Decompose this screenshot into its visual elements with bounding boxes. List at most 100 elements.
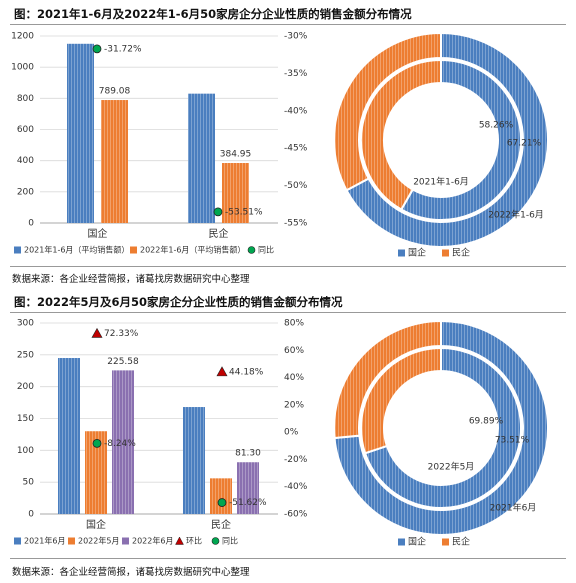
ring-value-label: 69.89% <box>469 417 504 427</box>
ring-name-label: 2021年6月 <box>490 502 537 514</box>
title-rule-1 <box>10 24 566 25</box>
legend-swatch <box>14 246 21 254</box>
y2-tick-label: -40% <box>284 482 308 492</box>
y-tick-label: 200 <box>17 187 34 197</box>
marker-data-label: -51.62% <box>229 498 267 508</box>
legend-label: 2021年6月 <box>24 536 65 546</box>
title-rule-2 <box>10 312 566 313</box>
ring-value-label: 73.51% <box>495 436 530 446</box>
bar-1-2 <box>188 93 215 224</box>
bar-1-1 <box>67 43 94 223</box>
ring-value-label: 58.26% <box>479 121 514 131</box>
x-category-label: 民企 <box>209 227 229 240</box>
marker-data-label: -53.51% <box>225 207 263 217</box>
y2-tick-label: -30% <box>284 32 308 42</box>
y2-tick-label: -40% <box>284 106 308 116</box>
donut-slice-2-2 <box>333 319 442 440</box>
y2-tick-label: 40% <box>284 373 304 383</box>
y-tick-label: 400 <box>17 156 34 166</box>
donut-slice-1-1 <box>399 58 522 221</box>
source-rule-1 <box>10 266 566 267</box>
donut-slice-1-2 <box>360 346 442 455</box>
y-tick-label: 1200 <box>11 32 34 42</box>
ring-name-label: 2022年5月 <box>428 461 475 473</box>
bar-data-label: 225.58 <box>107 357 139 367</box>
legend-label: 2022年1-6月（平均销售额） <box>140 245 245 255</box>
y-tick-label: 50 <box>23 478 35 488</box>
source-note-1: 数据来源：各企业经营简报，诸葛找房数据研究中心整理 <box>12 274 250 285</box>
ring-name-label: 2022年1-6月 <box>488 209 544 221</box>
figure-title-1: 图：2021年1-6月及2022年1-6月50家房企分企业性质的销售金额分布情况 <box>14 7 412 21</box>
y2-tick-label: -60% <box>284 510 308 520</box>
donut-slice-2-1 <box>333 319 549 536</box>
x-category-label: 国企 <box>86 518 106 531</box>
bar-3-2 <box>237 462 259 514</box>
y-tick-label: 0 <box>28 219 34 229</box>
legend-marker <box>211 537 220 545</box>
y-tick-label: 250 <box>17 350 34 360</box>
legend-swatch <box>122 537 129 545</box>
y-tick-label: 100 <box>17 446 34 456</box>
legend-marker <box>175 536 184 545</box>
donut-slice-1-2 <box>360 58 442 211</box>
y-tick-label: 800 <box>17 94 34 104</box>
legend-label: 民企 <box>452 247 470 259</box>
legend-swatch <box>398 538 405 546</box>
y-tick-label: 0 <box>28 510 34 520</box>
donut-slice-2-2 <box>333 31 442 192</box>
y2-tick-label: -20% <box>284 455 308 465</box>
bar-1-2 <box>183 407 205 514</box>
y-tick-label: 300 <box>17 319 34 329</box>
legend-swatch <box>68 537 75 545</box>
donut-slice-2-1 <box>345 31 549 248</box>
legend-swatch <box>14 537 21 545</box>
legend-swatch <box>398 249 405 257</box>
bar-data-label: 384.95 <box>220 150 252 160</box>
marker-circle <box>213 207 223 217</box>
legend-marker <box>247 246 256 254</box>
marker-data-label: 72.33% <box>104 329 139 339</box>
bar-2-1 <box>101 100 128 223</box>
legend-swatch <box>130 246 137 254</box>
bar-2-2 <box>210 478 232 514</box>
y2-tick-label: -50% <box>284 181 308 191</box>
y2-tick-label: -45% <box>284 144 308 154</box>
y2-tick-label: 80% <box>284 319 304 329</box>
bar-3-1 <box>112 370 134 514</box>
legend-label: 2022年6月 <box>132 536 173 546</box>
ring-name-label: 2021年1-6月 <box>413 176 469 188</box>
bar-2-2 <box>222 163 249 223</box>
ring-value-label: 67.21% <box>507 139 542 149</box>
bar-data-label: 81.30 <box>235 449 261 459</box>
marker-circle <box>92 438 102 448</box>
y2-tick-label: 0% <box>284 428 299 438</box>
marker-triangle <box>91 327 103 338</box>
donut-slice-1-1 <box>363 346 522 509</box>
y-tick-label: 200 <box>17 382 34 392</box>
marker-circle <box>92 44 102 54</box>
source-rule-2 <box>10 558 566 559</box>
legend-label: 环比 <box>186 536 202 546</box>
marker-circle <box>217 498 227 507</box>
legend-swatch <box>442 249 449 257</box>
section-may-jun-2022: 图：2022年5月及6月50家房企分企业性质的销售金额分布情况 0 50 100 15… <box>0 290 576 583</box>
y-tick-label: 1000 <box>11 63 34 73</box>
y2-tick-label: -35% <box>284 69 308 79</box>
bar-2-1 <box>85 431 107 514</box>
legend-label: 同比 <box>258 245 274 255</box>
source-note-2: 数据来源：各企业经营简报，诸葛找房数据研究中心整理 <box>12 567 250 578</box>
marker-triangle <box>216 366 228 377</box>
section-h1-2022: 图：2021年1-6月及2022年1-6月50家房企分企业性质的销售金额分布情况… <box>0 0 576 290</box>
y-tick-label: 600 <box>17 125 34 135</box>
marker-data-label: -8.24% <box>104 439 136 449</box>
legend-label: 民企 <box>452 536 470 548</box>
bar-chart-monthly: 0 50 100 150 200 250 300 -60% -40% -20% 0% 20% 40% 60… <box>14 319 308 546</box>
figure-title-2: 图：2022年5月及6月50家房企分企业性质的销售金额分布情况 <box>14 295 343 309</box>
legend-label: 同比 <box>222 536 238 546</box>
legend-label: 2021年1-6月（平均销售额） <box>24 245 129 255</box>
legend-label: 国企 <box>408 247 426 259</box>
bar-1-1 <box>58 358 80 514</box>
marker-data-label: 44.18% <box>229 367 264 377</box>
